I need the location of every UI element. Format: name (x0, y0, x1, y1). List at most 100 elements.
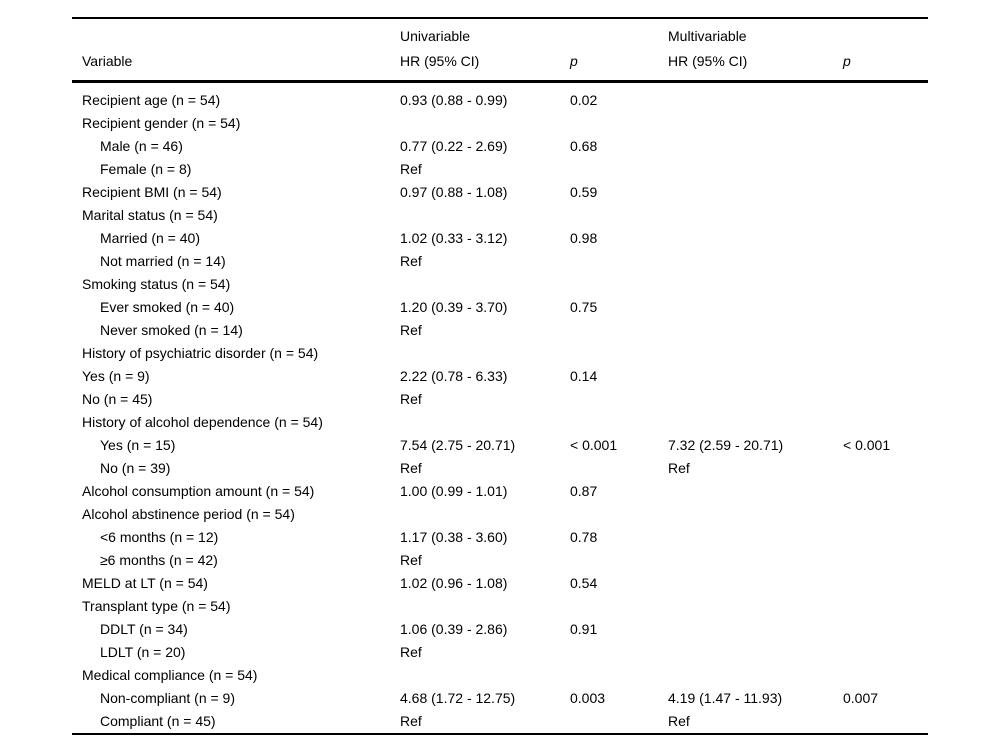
variable-cell: Smoking status (n = 54) (82, 276, 231, 292)
univariable-hr-cell: 1.02 (0.96 - 1.08) (400, 575, 508, 591)
table-body: Recipient age (n = 54) 0.93 (0.88 - 0.99… (72, 83, 928, 733)
header-group-row: Univariable Multivariable (72, 24, 928, 49)
header-column-row: Variable HR (95% CI) p HR (95% CI) p (72, 49, 928, 74)
univariable-hr-cell: Ref (400, 460, 422, 476)
variable-cell: Recipient age (n = 54) (82, 92, 221, 108)
table-row: Recipient gender (n = 54) (72, 112, 928, 135)
univariable-p-cell: 0.14 (570, 368, 598, 384)
variable-cell: DDLT (n = 34) (100, 621, 188, 637)
table-row: Not married (n = 14) Ref (72, 250, 928, 273)
univariable-p-cell: 0.59 (570, 184, 598, 200)
univariable-hr-cell: Ref (400, 713, 422, 729)
univariable-p-cell: 0.54 (570, 575, 598, 591)
univariable-p-cell: 0.91 (570, 621, 598, 637)
univariable-hr-cell: Ref (400, 391, 422, 407)
variable-cell: Ever smoked (n = 40) (100, 299, 235, 315)
table-row: Married (n = 40) 1.02 (0.33 - 3.12) 0.98 (72, 227, 928, 250)
column-header-multi-hr: HR (95% CI) (668, 53, 748, 69)
table-row: Non-compliant (n = 9) 4.68 (1.72 - 12.75… (72, 687, 928, 710)
univariable-hr-cell: 1.06 (0.39 - 2.86) (400, 621, 508, 637)
univariable-hr-cell: 1.17 (0.38 - 3.60) (400, 529, 508, 545)
table-row: Smoking status (n = 54) (72, 273, 928, 296)
univariable-hr-cell: 1.20 (0.39 - 3.70) (400, 299, 508, 315)
table-row: Recipient age (n = 54) 0.93 (0.88 - 0.99… (72, 89, 928, 112)
univariable-hr-cell: 2.22 (0.78 - 6.33) (400, 368, 508, 384)
column-header-multi-p: p (843, 53, 851, 69)
table-row: Compliant (n = 45) Ref Ref (72, 710, 928, 733)
table-row: ≥6 months (n = 42) Ref (72, 549, 928, 572)
table-row: Yes (n = 9) 2.22 (0.78 - 6.33) 0.14 (72, 365, 928, 388)
variable-cell: <6 months (n = 12) (100, 529, 219, 545)
univariable-hr-cell: Ref (400, 644, 422, 660)
table-row: Ever smoked (n = 40) 1.20 (0.39 - 3.70) … (72, 296, 928, 319)
variable-cell: Alcohol abstinence period (n = 54) (82, 506, 295, 522)
univariable-hr-cell: 1.02 (0.33 - 3.12) (400, 230, 508, 246)
univariable-p-cell: 0.87 (570, 483, 598, 499)
univariable-hr-cell: 0.77 (0.22 - 2.69) (400, 138, 508, 154)
multivariable-hr-cell: Ref (668, 460, 690, 476)
column-group-multivariable: Multivariable (668, 28, 747, 44)
variable-cell: No (n = 45) (82, 391, 153, 407)
variable-cell: Recipient gender (n = 54) (82, 115, 241, 131)
table-row: Alcohol consumption amount (n = 54) 1.00… (72, 480, 928, 503)
univariable-hr-cell: 7.54 (2.75 - 20.71) (400, 437, 516, 453)
variable-cell: Alcohol consumption amount (n = 54) (82, 483, 315, 499)
variable-cell: Female (n = 8) (100, 161, 192, 177)
univariable-hr-cell: Ref (400, 253, 422, 269)
univariable-hr-cell: 1.00 (0.99 - 1.01) (400, 483, 508, 499)
table-header: Univariable Multivariable Variable HR (9… (72, 19, 928, 83)
multivariable-p-cell: 0.007 (843, 690, 879, 706)
univariable-hr-cell: Ref (400, 161, 422, 177)
univariable-hr-cell: 0.97 (0.88 - 1.08) (400, 184, 508, 200)
variable-cell: No (n = 39) (100, 460, 171, 476)
univariable-p-cell: 0.68 (570, 138, 598, 154)
variable-cell: Transplant type (n = 54) (82, 598, 231, 614)
variable-cell: Yes (n = 15) (100, 437, 176, 453)
variable-cell: Medical compliance (n = 54) (82, 667, 258, 683)
variable-cell: Male (n = 46) (100, 138, 183, 154)
table-row: No (n = 39) Ref Ref (72, 457, 928, 480)
table-row: History of alcohol dependence (n = 54) (72, 411, 928, 434)
univariable-p-cell: 0.003 (570, 690, 606, 706)
univariable-hr-cell: Ref (400, 552, 422, 568)
univariable-hr-cell: 0.93 (0.88 - 0.99) (400, 92, 508, 108)
variable-cell: ≥6 months (n = 42) (100, 552, 218, 568)
variable-cell: Marital status (n = 54) (82, 207, 218, 223)
column-group-univariable: Univariable (400, 28, 471, 44)
table-row: <6 months (n = 12) 1.17 (0.38 - 3.60) 0.… (72, 526, 928, 549)
variable-cell: Compliant (n = 45) (100, 713, 216, 729)
table-row: Recipient BMI (n = 54) 0.97 (0.88 - 1.08… (72, 181, 928, 204)
table-row: DDLT (n = 34) 1.06 (0.39 - 2.86) 0.91 (72, 618, 928, 641)
column-header-variable: Variable (82, 53, 133, 69)
table-row: LDLT (n = 20) Ref (72, 641, 928, 664)
table-row: Alcohol abstinence period (n = 54) (72, 503, 928, 526)
univariable-hr-cell: Ref (400, 322, 422, 338)
table-row: Marital status (n = 54) (72, 204, 928, 227)
column-header-uni-hr: HR (95% CI) (400, 53, 480, 69)
variable-cell: Recipient BMI (n = 54) (82, 184, 222, 200)
table-row: Female (n = 8) Ref (72, 158, 928, 181)
table-row: History of psychiatric disorder (n = 54) (72, 342, 928, 365)
univariable-p-cell: < 0.001 (570, 437, 618, 453)
univariable-p-cell: 0.75 (570, 299, 598, 315)
variable-cell: MELD at LT (n = 54) (82, 575, 208, 591)
univariable-hr-cell: 4.68 (1.72 - 12.75) (400, 690, 516, 706)
univariable-p-cell: 0.02 (570, 92, 598, 108)
variable-cell: History of psychiatric disorder (n = 54) (82, 345, 319, 361)
variable-cell: Yes (n = 9) (82, 368, 150, 384)
cox-regression-table: Univariable Multivariable Variable HR (9… (72, 17, 928, 735)
variable-cell: Never smoked (n = 14) (100, 322, 243, 338)
table-row: Yes (n = 15) 7.54 (2.75 - 20.71) < 0.001… (72, 434, 928, 457)
table-row: No (n = 45) Ref (72, 388, 928, 411)
variable-cell: Married (n = 40) (100, 230, 200, 246)
column-header-uni-p: p (570, 53, 578, 69)
variable-cell: History of alcohol dependence (n = 54) (82, 414, 323, 430)
variable-cell: LDLT (n = 20) (100, 644, 186, 660)
multivariable-p-cell: < 0.001 (843, 437, 891, 453)
table-row: Never smoked (n = 14) Ref (72, 319, 928, 342)
table-row: Medical compliance (n = 54) (72, 664, 928, 687)
variable-cell: Non-compliant (n = 9) (100, 690, 236, 706)
variable-cell: Not married (n = 14) (100, 253, 226, 269)
table-row: MELD at LT (n = 54) 1.02 (0.96 - 1.08) 0… (72, 572, 928, 595)
